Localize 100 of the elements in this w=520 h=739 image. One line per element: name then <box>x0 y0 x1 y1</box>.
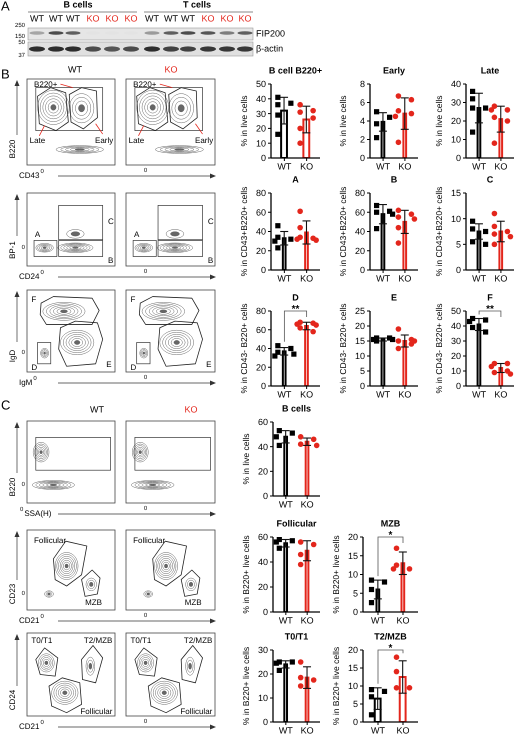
chart-title: F <box>487 292 493 302</box>
x-tick-label: WT <box>376 273 391 284</box>
category-label: KO <box>184 404 198 414</box>
y-tick-label: 20 <box>354 246 365 256</box>
y-tick-label: 40 <box>258 442 268 452</box>
y-tick-label: 20 <box>354 321 365 332</box>
y-tick-label: 0 <box>260 265 266 276</box>
y-tick-label: 50 <box>256 79 266 90</box>
y-tick-label: 5 <box>352 588 358 598</box>
y-tick-label: 60 <box>354 207 365 218</box>
y-tick-label: 20 <box>256 246 266 256</box>
x-tick-label: KO <box>396 725 410 736</box>
text: B220+ <box>34 80 58 90</box>
y-tick-label: 20 <box>258 582 268 592</box>
y-tick-label: 0 <box>352 607 358 618</box>
category-label: WT <box>145 14 159 24</box>
x-tick-label: WT <box>371 725 386 736</box>
text: B220 <box>8 140 17 158</box>
text: MZB <box>184 598 202 607</box>
x-tick-label: WT <box>472 161 487 172</box>
x-tick-label: KO <box>396 615 410 626</box>
category-label: WT <box>49 14 63 24</box>
y-tick-label: 10 <box>258 693 268 704</box>
y-axis-title: % in live cells <box>434 95 444 147</box>
y-tick-label: 0 <box>360 153 365 164</box>
x-tick-label: WT <box>278 725 294 736</box>
y-tick-label: 10 <box>348 681 358 692</box>
y-tick-label: 40 <box>256 94 266 104</box>
y-tick-label: 60 <box>256 324 266 335</box>
y-tick-label: 10 <box>450 214 461 224</box>
chart-title: B cells <box>282 404 312 414</box>
text: T2/MZB <box>184 636 212 646</box>
x-tick-label: KO <box>300 615 314 626</box>
x-tick-label: WT <box>277 389 292 400</box>
x-tick-label: WT <box>472 273 487 284</box>
x-tick-label: WT <box>376 161 391 172</box>
y-tick-label: 5 <box>360 366 365 376</box>
y-tick-label: 30 <box>450 336 461 346</box>
y-tick-label: 20 <box>256 362 266 372</box>
y-tick-label: 80 <box>256 188 266 198</box>
text: IgD <box>8 350 17 362</box>
text: Follicular <box>34 536 66 546</box>
x-tick-label: KO <box>300 389 314 400</box>
y-tick-label: 20 <box>258 669 268 680</box>
y-tick-label: 20 <box>256 124 266 134</box>
y-tick-label: 6 <box>360 98 365 108</box>
text: Follicular <box>133 536 166 546</box>
y-tick-label: 0 <box>262 717 268 728</box>
y-tick-label: 0 <box>360 381 365 392</box>
text: F <box>31 294 36 304</box>
y-tick-label: 25 <box>354 306 365 316</box>
y-tick-label: 40 <box>450 79 461 90</box>
text: F <box>130 294 136 304</box>
annotation: ** <box>292 304 300 315</box>
y-axis-title: % in CD43+B220+ cells <box>434 186 444 276</box>
x-tick-label: KO <box>398 161 412 172</box>
y-tick-label: 60 <box>256 207 266 218</box>
y-tick-label: 20 <box>348 532 358 542</box>
text: SSA(H) <box>24 509 52 518</box>
chart-title: A <box>292 174 299 184</box>
category-label: WT <box>181 14 195 24</box>
text: CD21 <box>19 616 40 625</box>
y-tick-label: 0 <box>456 153 461 164</box>
text: B <box>1 66 10 82</box>
x-tick-label: WT <box>277 273 292 284</box>
text: CD24 <box>8 690 17 710</box>
y-tick-label: 0 <box>262 491 268 502</box>
y-axis-title: % in CD43- B220+ cells <box>434 303 444 394</box>
text: BP-1 <box>8 241 17 259</box>
y-tick-label: 10 <box>450 366 461 376</box>
chart-title: T0/T1 <box>284 632 308 642</box>
x-tick-label: KO <box>300 273 314 284</box>
y-axis-title: % in live cells <box>338 95 348 147</box>
y-tick-label: 20 <box>450 116 461 126</box>
x-tick-label: KO <box>300 161 314 172</box>
y-tick-label: 0 <box>260 153 266 164</box>
annotation: ** <box>486 304 494 315</box>
text: Early <box>95 136 114 145</box>
text: T2/MZB <box>84 636 112 646</box>
text: β-actin <box>256 44 284 54</box>
y-tick-label: 15 <box>348 663 358 674</box>
y-tick-label: 5 <box>352 699 358 710</box>
category-label: WT <box>68 64 82 74</box>
y-tick-label: 50 <box>450 306 461 316</box>
x-tick-label: WT <box>277 161 292 172</box>
y-tick-label: 40 <box>258 557 268 568</box>
y-tick-label: 8 <box>360 79 365 90</box>
text: Late <box>30 136 46 145</box>
text: MZB <box>85 598 102 607</box>
text: CD43 <box>19 171 40 180</box>
text: A <box>1 0 10 14</box>
chart-title: Follicular <box>276 518 317 528</box>
y-tick-label: 15 <box>354 336 365 346</box>
text: FIP200 <box>256 28 286 38</box>
text: C <box>1 398 10 412</box>
chart-title: B <box>390 174 398 184</box>
chart-title: MZB <box>380 518 400 528</box>
text: B220+ <box>133 80 156 90</box>
category-label: WT <box>164 14 178 24</box>
text: Follicular <box>180 706 212 716</box>
